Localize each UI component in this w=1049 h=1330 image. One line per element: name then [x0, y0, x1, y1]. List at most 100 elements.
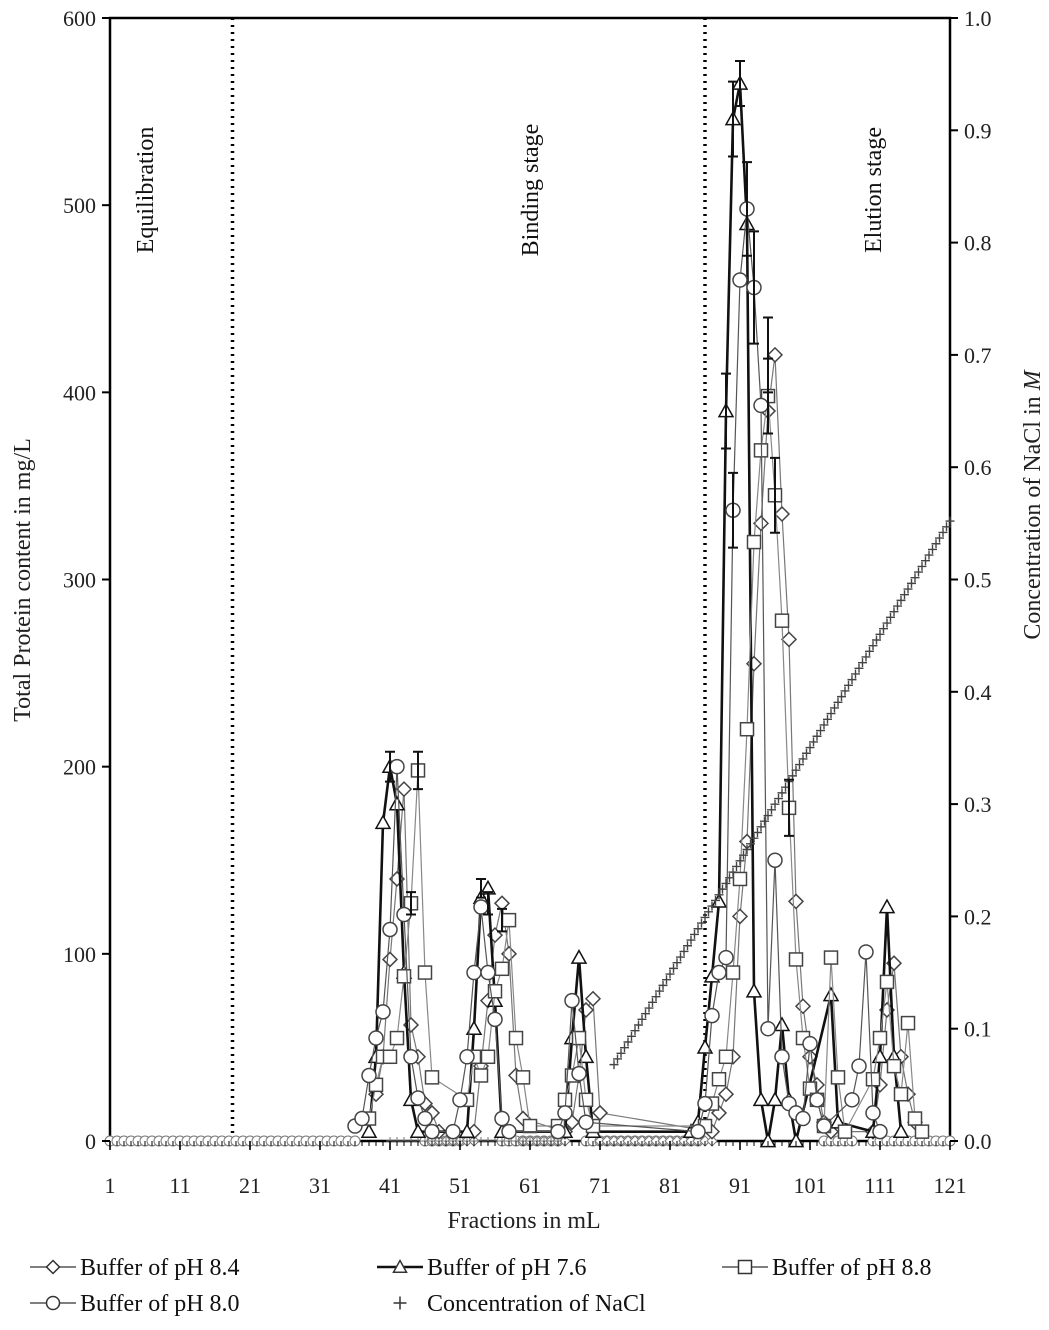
nacl-point [676, 952, 685, 962]
data-point [773, 505, 791, 523]
data-point [872, 1030, 888, 1046]
nacl-point [896, 595, 906, 605]
legend-marker-diamond [45, 1259, 61, 1275]
x-tick-label: 91 [729, 1173, 751, 1198]
y2-axis-title-prefix: Concentration of NaCl in [1020, 390, 1046, 639]
nacl-point [889, 607, 899, 617]
nacl-point [942, 522, 951, 532]
data-point [858, 944, 874, 960]
data-point [368, 1030, 384, 1046]
data-point [900, 1015, 916, 1031]
data-point [494, 1110, 510, 1127]
nacl-point [851, 669, 860, 679]
y2-tick-label: 0.2 [964, 904, 992, 929]
data-point [696, 1038, 714, 1054]
y2-tick-label: 0.4 [964, 680, 992, 705]
data-point [717, 1086, 735, 1103]
data-point [753, 397, 769, 414]
nacl-point [763, 811, 773, 821]
data-point [802, 1035, 818, 1052]
nacl-point [655, 986, 664, 996]
nacl-point [686, 935, 696, 945]
legend-item: Buffer of pH 8.4 [30, 1255, 240, 1281]
y2-tick-label: 0.1 [964, 1017, 992, 1042]
stage-label: Equilibration [133, 127, 159, 254]
data-point [732, 871, 748, 887]
legend-label: Buffer of pH 8.0 [80, 1291, 240, 1317]
nacl-point [718, 884, 727, 894]
stage-label: Binding stage [518, 124, 544, 257]
nacl-point [907, 578, 916, 588]
data-point [465, 1020, 483, 1036]
data-point [382, 921, 398, 938]
y2-tick-label: 0.5 [964, 568, 992, 593]
data-point [487, 1011, 503, 1028]
error-bars [385, 60, 794, 933]
nacl-point [770, 799, 780, 809]
data-point [458, 1123, 476, 1138]
error-bar [735, 60, 745, 107]
x-tick-label: 71 [589, 1173, 611, 1198]
legend-marker-plus [393, 1296, 407, 1310]
data-point [564, 992, 580, 1009]
nacl-point [700, 912, 710, 922]
data-point [879, 974, 895, 990]
nacl-point [662, 975, 671, 985]
nacl-point [875, 629, 885, 639]
x-tick-label: 111 [864, 1173, 895, 1198]
nacl-point [826, 709, 836, 719]
data-point [396, 969, 412, 984]
y-tick-label: 600 [63, 6, 96, 31]
legend-item: Concentration of NaCl [393, 1291, 646, 1317]
nacl-point [711, 895, 720, 905]
data-point [494, 961, 510, 977]
y-tick-label: 0 [85, 1129, 96, 1154]
error-bar [749, 230, 759, 345]
error-bar [406, 891, 416, 916]
y2-tick-label: 1.0 [964, 6, 992, 31]
data-point [577, 1048, 595, 1064]
nacl-point [693, 924, 703, 934]
data-point [452, 1092, 468, 1108]
series-line [354, 208, 881, 1133]
data-point [571, 1065, 587, 1082]
nacl-point [749, 833, 759, 843]
legend-marker-triangle [392, 1258, 408, 1273]
error-bar [497, 907, 507, 933]
data-point [752, 1091, 770, 1107]
data-point [466, 964, 482, 981]
nacl-point [753, 828, 762, 838]
nacl-point [609, 1060, 619, 1070]
data-point [522, 1118, 538, 1134]
data-point [787, 1132, 805, 1148]
data-point [773, 1016, 791, 1032]
nacl-point [714, 890, 724, 900]
nacl-point [697, 918, 706, 928]
nacl-point [665, 969, 675, 979]
nacl-point [882, 618, 892, 628]
data-point [403, 1049, 419, 1065]
data-point [480, 1049, 496, 1065]
nacl-point [725, 873, 734, 883]
nacl-point [721, 878, 731, 888]
x-axis-title: Fractions in mL [447, 1208, 600, 1234]
y-tick-label: 500 [63, 193, 96, 218]
nacl-point [791, 765, 801, 775]
error-bar [770, 456, 780, 534]
data-point [388, 795, 406, 811]
data-point [515, 1070, 531, 1085]
nacl-point [865, 646, 874, 656]
legend-item: Buffer of pH 8.8 [722, 1255, 932, 1281]
x-tick-label: 11 [169, 1173, 190, 1198]
y-tick-label: 300 [63, 568, 96, 593]
data-point [886, 1058, 902, 1074]
data-point [578, 1114, 594, 1131]
nacl-point [690, 929, 699, 939]
nacl-point [683, 941, 692, 951]
data-point [459, 1049, 475, 1065]
data-point [759, 1132, 777, 1148]
nacl-point [893, 601, 902, 611]
x-tick-label: 101 [794, 1173, 827, 1198]
data-point [766, 346, 784, 363]
